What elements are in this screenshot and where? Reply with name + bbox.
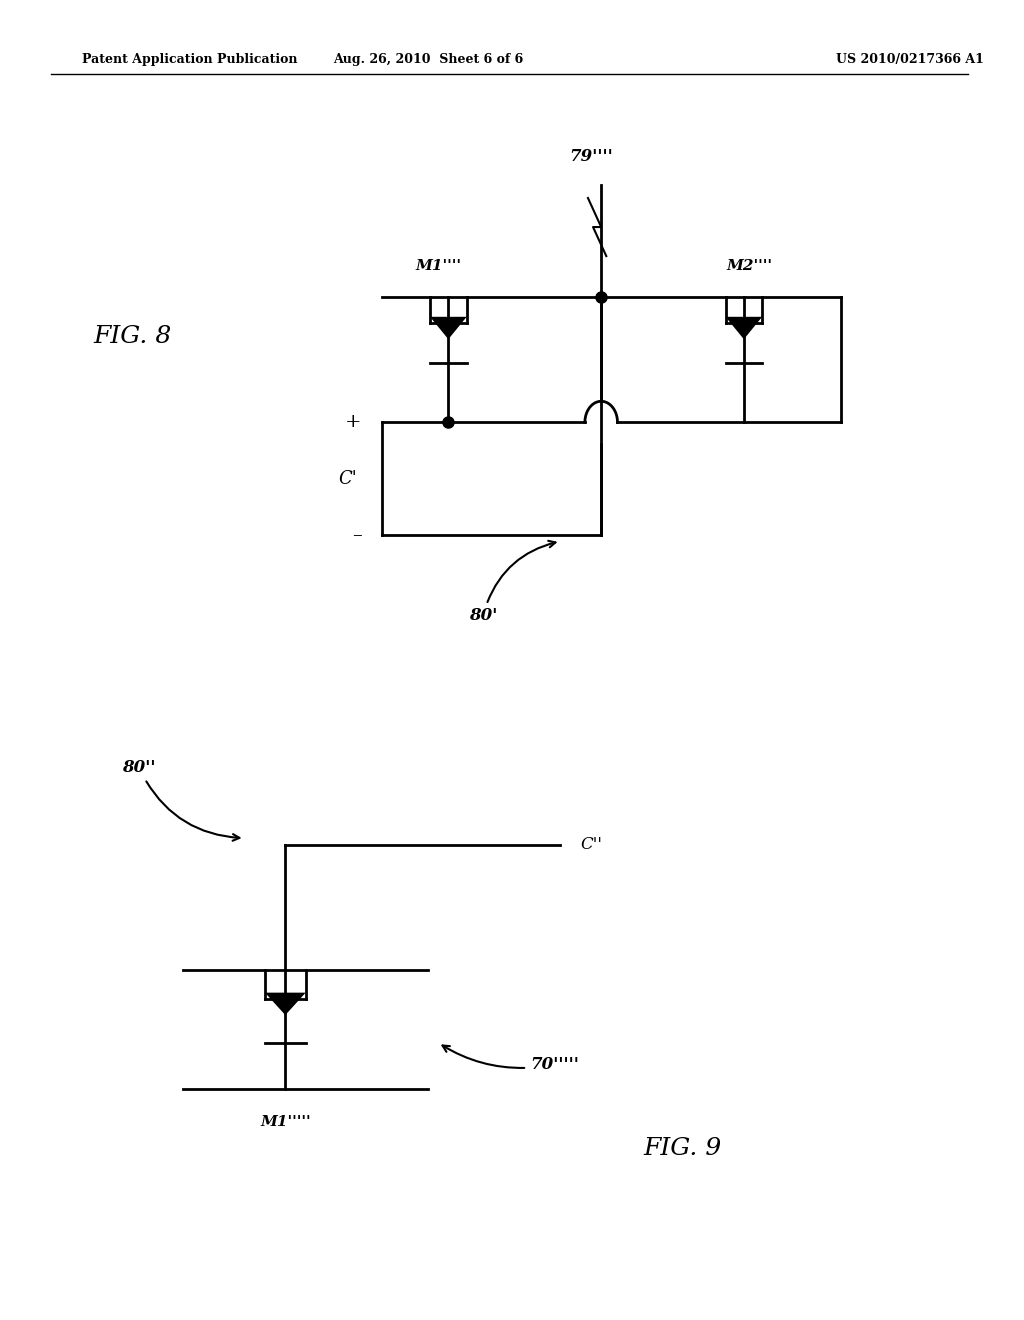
Text: +: + xyxy=(345,413,361,432)
Text: 70''''': 70''''' xyxy=(442,1045,579,1073)
Text: –: – xyxy=(352,525,361,544)
Text: 79'''': 79'''' xyxy=(569,148,613,165)
Text: M1''''': M1''''' xyxy=(260,1115,310,1130)
Text: C': C' xyxy=(338,470,356,487)
Polygon shape xyxy=(265,993,306,1015)
Text: FIG. 9: FIG. 9 xyxy=(644,1137,722,1160)
Text: C'': C'' xyxy=(581,837,603,853)
Text: M1'''': M1'''' xyxy=(415,259,461,273)
Polygon shape xyxy=(430,317,467,339)
Text: 80'': 80'' xyxy=(122,759,240,841)
Text: 80': 80' xyxy=(469,541,555,624)
Polygon shape xyxy=(726,317,762,339)
Text: FIG. 8: FIG. 8 xyxy=(93,325,172,348)
Text: Aug. 26, 2010  Sheet 6 of 6: Aug. 26, 2010 Sheet 6 of 6 xyxy=(333,53,523,66)
Text: M2'''': M2'''' xyxy=(726,259,772,273)
Text: Patent Application Publication: Patent Application Publication xyxy=(82,53,297,66)
Text: US 2010/0217366 A1: US 2010/0217366 A1 xyxy=(836,53,983,66)
